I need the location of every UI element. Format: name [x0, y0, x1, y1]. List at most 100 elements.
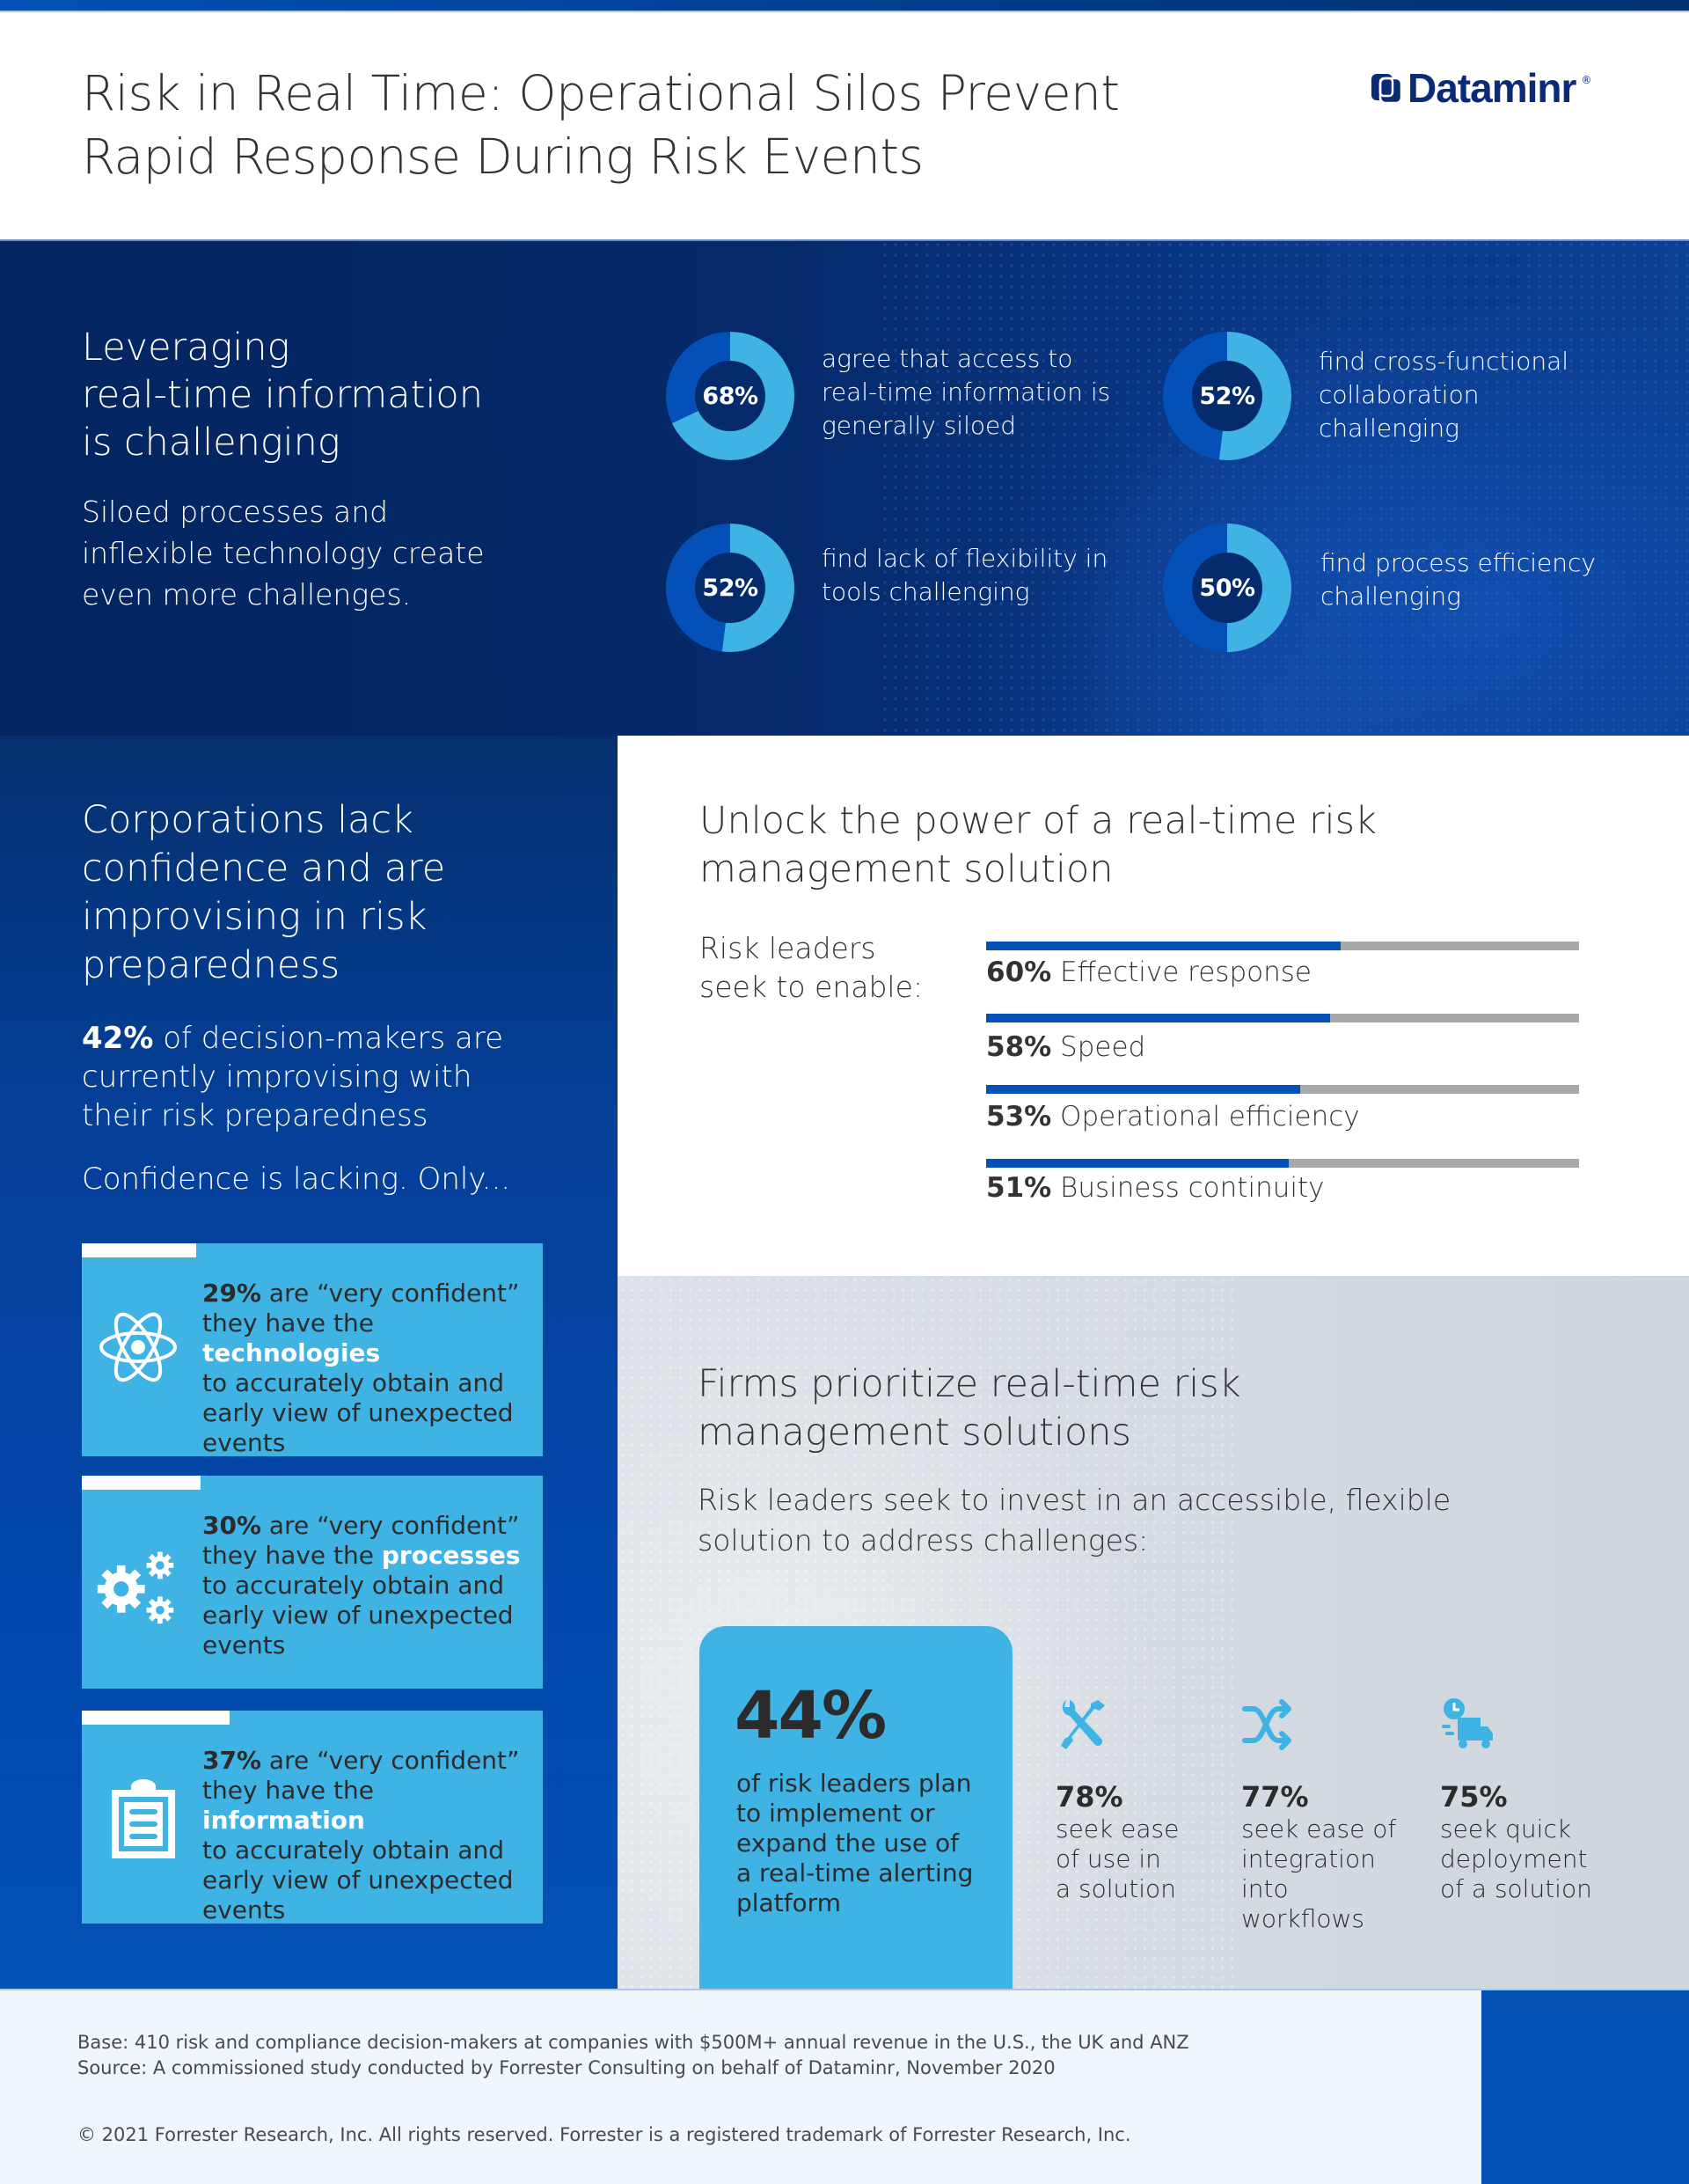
confidence-card-text: 29% are “very confident” they have the t…	[202, 1279, 537, 1458]
confidence-card-text: 30% are “very confident” they have the p…	[202, 1511, 537, 1660]
donut-caption: find lack of flexibility in tools challe…	[822, 542, 1121, 609]
confidence-heading: Corporations lack confidence and are imp…	[82, 796, 574, 990]
stat-ease-of-use: 78% seek ease of use in a solution	[1056, 1697, 1232, 1904]
donut-chart-cross-functional: 52%	[1163, 332, 1291, 460]
card-highlight: processes	[381, 1541, 521, 1570]
bar-fill	[986, 1085, 1300, 1094]
card-text: events	[202, 1428, 286, 1457]
stat-value: 75%	[1440, 1780, 1508, 1814]
caption-line: find cross-functional	[1319, 347, 1569, 376]
bar-business-continuity	[986, 1159, 1579, 1168]
caption-line: find lack of flexibility in	[822, 544, 1108, 573]
stat-text: seek quick deployment of a solution	[1440, 1814, 1616, 1904]
top-accent-bar	[0, 0, 1689, 12]
caption-line: agree that access to	[822, 344, 1073, 373]
text-line: a solution	[1056, 1874, 1176, 1903]
clipboard-icon	[112, 1779, 175, 1858]
heading-line: management solution	[699, 847, 1114, 891]
label-line: Risk leaders	[699, 931, 876, 965]
donut-hole: 52%	[695, 553, 765, 623]
card-text: they have the	[202, 1308, 374, 1338]
text-line: to implement or	[736, 1799, 935, 1828]
hero-heading: Leveraging real-time information is chal…	[82, 324, 539, 466]
text-line: into	[1241, 1874, 1289, 1903]
bar-label-text: Operational efficiency	[1051, 1101, 1360, 1132]
footer-copyright: © 2021 Forrester Research, Inc. All righ…	[77, 2124, 1131, 2145]
bar-speed	[986, 1014, 1579, 1022]
confidence-card-information: 37% are “very confident” they have the i…	[82, 1711, 543, 1924]
bar-label: 60% Effective response	[986, 955, 1312, 990]
stat-text: seek ease of use in a solution	[1056, 1814, 1232, 1904]
unlock-heading: Unlock the power of a real-time risk man…	[699, 797, 1491, 894]
footer-accent-block	[1481, 1990, 1689, 2184]
stat-value: 77%	[1241, 1780, 1309, 1814]
hero-heading-line: Leveraging	[82, 326, 290, 370]
bar-fill	[986, 1014, 1330, 1022]
stat-quick-deployment: 75% seek quick deployment of a solution	[1440, 1697, 1616, 1904]
confidence-card-processes: 30% are “very confident” they have the p…	[82, 1476, 543, 1689]
unlock-label: Risk leaders seek to enable:	[699, 929, 946, 1007]
highlight-stat-value: 44%	[735, 1678, 887, 1754]
label-line: seek to enable:	[699, 970, 923, 1004]
bar-label: 58% Speed	[986, 1030, 1145, 1065]
confidence-indicator-bar	[82, 1476, 201, 1490]
text-line: of risk leaders plan	[736, 1769, 972, 1798]
improvising-stat: 42% of decision-makers are currently imp…	[82, 1019, 574, 1135]
dataminr-logo: Dataminr ®	[1371, 68, 1591, 108]
card-text: events	[202, 1895, 286, 1924]
bar-label: 51% Business continuity	[986, 1170, 1324, 1206]
bar-label-text: Speed	[1051, 1031, 1146, 1063]
card-highlight: technologies	[202, 1338, 381, 1367]
confidence-card-technologies: 29% are “very confident” they have the t…	[82, 1243, 543, 1458]
delivery-truck-icon	[1442, 1698, 1493, 1748]
card-text: to accurately obtain and	[202, 1368, 504, 1397]
donut-caption: agree that access to real-time informati…	[822, 342, 1121, 443]
card-text: early view of unexpected	[202, 1865, 514, 1895]
caption-line: collaboration	[1319, 380, 1480, 409]
bar-value: 58%	[986, 1031, 1052, 1063]
dataminr-logo-icon	[1371, 74, 1402, 105]
card-text: early view of unexpected	[202, 1398, 514, 1427]
card-highlight: information	[202, 1806, 365, 1835]
card-text: they have the	[202, 1776, 374, 1805]
bar-label-text: Business continuity	[1051, 1172, 1325, 1204]
footer-notes: Base: 410 risk and compliance decision-m…	[77, 2030, 1189, 2081]
donut-value: 52%	[702, 574, 758, 602]
gears-icon	[97, 1551, 174, 1624]
card-value: 30%	[202, 1511, 262, 1540]
donut-chart-siloed-access: 68%	[666, 332, 794, 460]
text-line: of a solution	[1440, 1874, 1592, 1903]
text-line: workflows	[1241, 1904, 1365, 1933]
donut-chart-tool-flexibility: 52%	[666, 524, 794, 652]
caption-line: find process efficiency	[1320, 548, 1596, 577]
donut-chart-process-efficiency: 50%	[1163, 524, 1291, 652]
page-title-line: Rapid Response During Risk Events	[82, 128, 924, 185]
bar-fill	[986, 1159, 1289, 1168]
donut-value: 68%	[702, 382, 758, 410]
stat-text: seek ease of integration into workflows	[1241, 1814, 1417, 1934]
hero-body-line: Siloed processes and	[82, 495, 389, 529]
bar-effective-response	[986, 942, 1579, 950]
hero-dot-texture	[880, 239, 1689, 736]
donut-caption: find process efficiency challenging	[1320, 546, 1620, 613]
text-line: a real-time alerting	[736, 1858, 974, 1887]
bar-label-text: Effective response	[1051, 956, 1312, 988]
confidence-indicator-bar	[82, 1711, 230, 1725]
caption-line: challenging	[1320, 582, 1461, 611]
text-line: platform	[736, 1888, 841, 1917]
card-text: events	[202, 1631, 286, 1660]
page-title: Risk in Real Time: Operational Silos Pre…	[82, 62, 1225, 188]
donut-value: 50%	[1199, 574, 1255, 602]
footer-source-text: Source: A commissioned study conducted b…	[77, 2057, 1056, 2078]
card-text: they have the	[202, 1541, 382, 1570]
card-text: early view of unexpected	[202, 1601, 514, 1630]
confidence-indicator-bar	[82, 1243, 196, 1257]
bar-operational-efficiency	[986, 1085, 1579, 1094]
highlight-stat-text: of risk leaders plan to implement or exp…	[736, 1769, 1000, 1918]
donut-hole: 52%	[1192, 361, 1262, 431]
bar-fill	[986, 942, 1341, 950]
header	[0, 12, 1689, 239]
caption-line: challenging	[1319, 414, 1459, 443]
heading-line: Firms prioritize real-time risk	[698, 1362, 1241, 1406]
heading-line: preparedness	[82, 943, 340, 987]
